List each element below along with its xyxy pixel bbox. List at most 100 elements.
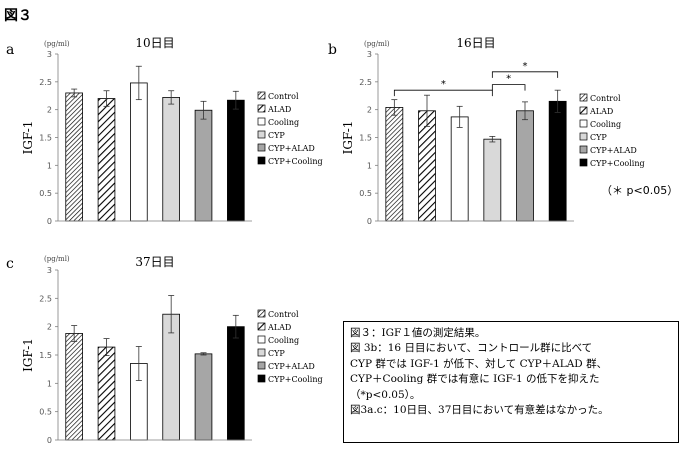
caption-line: CYP＋Cooling 群では有意に IGF-1 の低下を抑えた bbox=[350, 373, 600, 386]
legend-swatch bbox=[257, 117, 266, 126]
y-tick-label: 3 bbox=[367, 50, 372, 59]
y-tick-label: 1 bbox=[47, 161, 52, 170]
significance-star: * bbox=[506, 74, 511, 85]
legend-swatch bbox=[579, 106, 588, 115]
chart-title: 16日目 bbox=[456, 36, 495, 50]
bar-cyp-cooling bbox=[227, 99, 245, 222]
caption-line: （*p<0.05）。 bbox=[350, 388, 421, 401]
y-tick-label: 2.5 bbox=[39, 294, 52, 303]
bar-control bbox=[65, 333, 83, 441]
legend-swatch bbox=[257, 348, 266, 357]
bar-alad bbox=[418, 110, 436, 222]
legend-swatch bbox=[257, 361, 266, 370]
significance-bracket bbox=[491, 71, 559, 78]
significance-star: * bbox=[441, 79, 446, 90]
legend-entry: CYP bbox=[268, 131, 285, 140]
bar-cyp-alad bbox=[194, 353, 213, 441]
legend-swatch bbox=[257, 130, 266, 139]
legend-swatch bbox=[257, 104, 266, 113]
legend-entry: ALAD bbox=[589, 107, 613, 116]
legend-entry: CYP bbox=[590, 133, 607, 142]
legend-entry: CYP+Cooling bbox=[268, 157, 323, 166]
unit-label: (pg/ml) bbox=[364, 40, 390, 48]
unit-label: (pg/ml) bbox=[44, 40, 70, 48]
legend-entry: Cooling bbox=[268, 118, 299, 127]
significance-bracket bbox=[491, 84, 526, 91]
legend-swatch bbox=[257, 335, 266, 344]
y-tick-label: 2.5 bbox=[359, 78, 372, 87]
chart-panel-b: b 16日目 (pg/ml) IGF-1 0 0.5 1 1.5 2 2.5 3 * * * Control… bbox=[328, 36, 645, 226]
y-tick-label: 0.5 bbox=[39, 408, 52, 417]
y-tick-label: 2 bbox=[47, 106, 52, 115]
caption-line: CYP 群では IGF-1 が低下、対して CYP＋ALAD 群、 bbox=[350, 357, 608, 370]
legend-entry: Cooling bbox=[268, 336, 299, 345]
legend-swatch bbox=[579, 158, 588, 167]
bar-alad bbox=[97, 98, 116, 222]
y-tick-label: 3 bbox=[47, 50, 52, 59]
bar-cooling bbox=[130, 82, 148, 222]
y-tick-label: 0 bbox=[367, 217, 372, 226]
legend-entry: Control bbox=[590, 94, 621, 103]
caption-line: 図３：IGF１値の測定結果。 bbox=[350, 327, 486, 339]
legend-entry: CYP+ALAD bbox=[590, 146, 637, 155]
y-tick-label: 0.5 bbox=[39, 189, 52, 198]
significance-note: （＊ p<0.05） bbox=[601, 184, 678, 197]
chart-panel-c: c 37日目 (pg/ml) IGF-1 0 0.5 1 1.5 2 2.5 3 Control ALA… bbox=[6, 255, 323, 445]
y-axis-label: IGF-1 bbox=[21, 338, 35, 372]
legend-swatch bbox=[257, 156, 266, 165]
legend-entry: CYP+ALAD bbox=[268, 362, 315, 371]
bar-cyp-cooling bbox=[548, 100, 567, 222]
unit-label: (pg/ml) bbox=[44, 255, 70, 263]
bar-control bbox=[385, 107, 404, 222]
legend-entry: ALAD bbox=[267, 323, 291, 332]
legend-swatch bbox=[257, 91, 266, 100]
legend-swatch bbox=[579, 93, 588, 102]
legend-swatch bbox=[257, 143, 266, 152]
legend-swatch bbox=[257, 374, 266, 383]
chart-panel-a: a 10日目 (pg/ml) IGF-1 0 0.5 1 1.5 2 2.5 3 Control ALA… bbox=[6, 36, 323, 226]
bar-cyp bbox=[483, 138, 502, 222]
significance-bracket bbox=[393, 89, 493, 97]
bar-cyp-alad bbox=[194, 109, 213, 222]
legend-swatch bbox=[579, 145, 588, 154]
y-tick-label: 1.5 bbox=[39, 351, 52, 360]
panel-letter: a bbox=[6, 42, 14, 58]
y-tick-label: 1.5 bbox=[39, 134, 52, 143]
y-tick-label: 1 bbox=[47, 379, 52, 388]
y-tick-label: 0 bbox=[47, 436, 52, 445]
caption-line: 図3a.c：10日目、37日目において有意差はなかった。 bbox=[350, 404, 609, 417]
y-tick-label: 2 bbox=[47, 323, 52, 332]
y-tick-label: 2.5 bbox=[39, 78, 52, 87]
legend-swatch bbox=[579, 132, 588, 141]
bar-cooling bbox=[450, 116, 469, 222]
y-axis-label: IGF-1 bbox=[341, 121, 355, 155]
y-tick-label: 2 bbox=[367, 106, 372, 115]
y-axis-label: IGF-1 bbox=[21, 121, 35, 155]
caption-box: 図３：IGF１値の測定結果。 図 3b：16 日目において、コントロール群に比べ… bbox=[343, 321, 679, 443]
bar-cyp-alad bbox=[516, 110, 534, 222]
legend-entry: CYP+ALAD bbox=[268, 144, 315, 153]
caption-line: 図 3b：16 日目において、コントロール群に比べて bbox=[350, 342, 593, 355]
bar-alad bbox=[97, 346, 116, 441]
panel-letter: b bbox=[328, 42, 337, 58]
legend-entry: CYP bbox=[268, 349, 285, 358]
bar-control bbox=[65, 92, 83, 222]
legend-entry: Cooling bbox=[590, 120, 621, 129]
y-tick-label: 1.5 bbox=[359, 134, 372, 143]
bar-cyp-cooling bbox=[227, 326, 245, 441]
chart-title: 10日目 bbox=[135, 36, 174, 50]
figure-title: 図３ bbox=[4, 8, 32, 24]
y-tick-label: 3 bbox=[47, 266, 52, 275]
significance-star: * bbox=[523, 61, 528, 72]
y-tick-label: 0 bbox=[47, 217, 52, 226]
panel-letter: c bbox=[6, 256, 14, 272]
legend-entry: Control bbox=[268, 310, 299, 319]
legend-entry: Control bbox=[268, 92, 299, 101]
chart-title: 37日目 bbox=[135, 255, 174, 269]
legend-swatch bbox=[257, 322, 266, 331]
legend-entry: CYP+Cooling bbox=[268, 375, 323, 384]
legend-swatch bbox=[257, 309, 266, 318]
legend-swatch bbox=[579, 119, 588, 128]
y-tick-label: 1 bbox=[367, 161, 372, 170]
